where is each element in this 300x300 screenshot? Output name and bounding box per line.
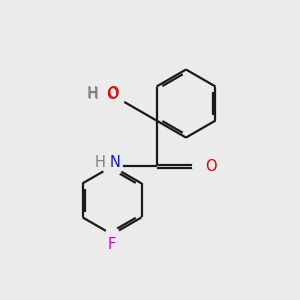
Text: H: H (95, 155, 106, 170)
Text: H: H (87, 86, 98, 101)
Text: O: O (107, 86, 119, 101)
Text: N: N (109, 155, 120, 170)
Text: O: O (106, 87, 118, 102)
Text: HO: HO (94, 89, 110, 99)
Text: O: O (205, 159, 217, 174)
Text: H: H (88, 87, 99, 102)
Text: F: F (108, 237, 116, 252)
